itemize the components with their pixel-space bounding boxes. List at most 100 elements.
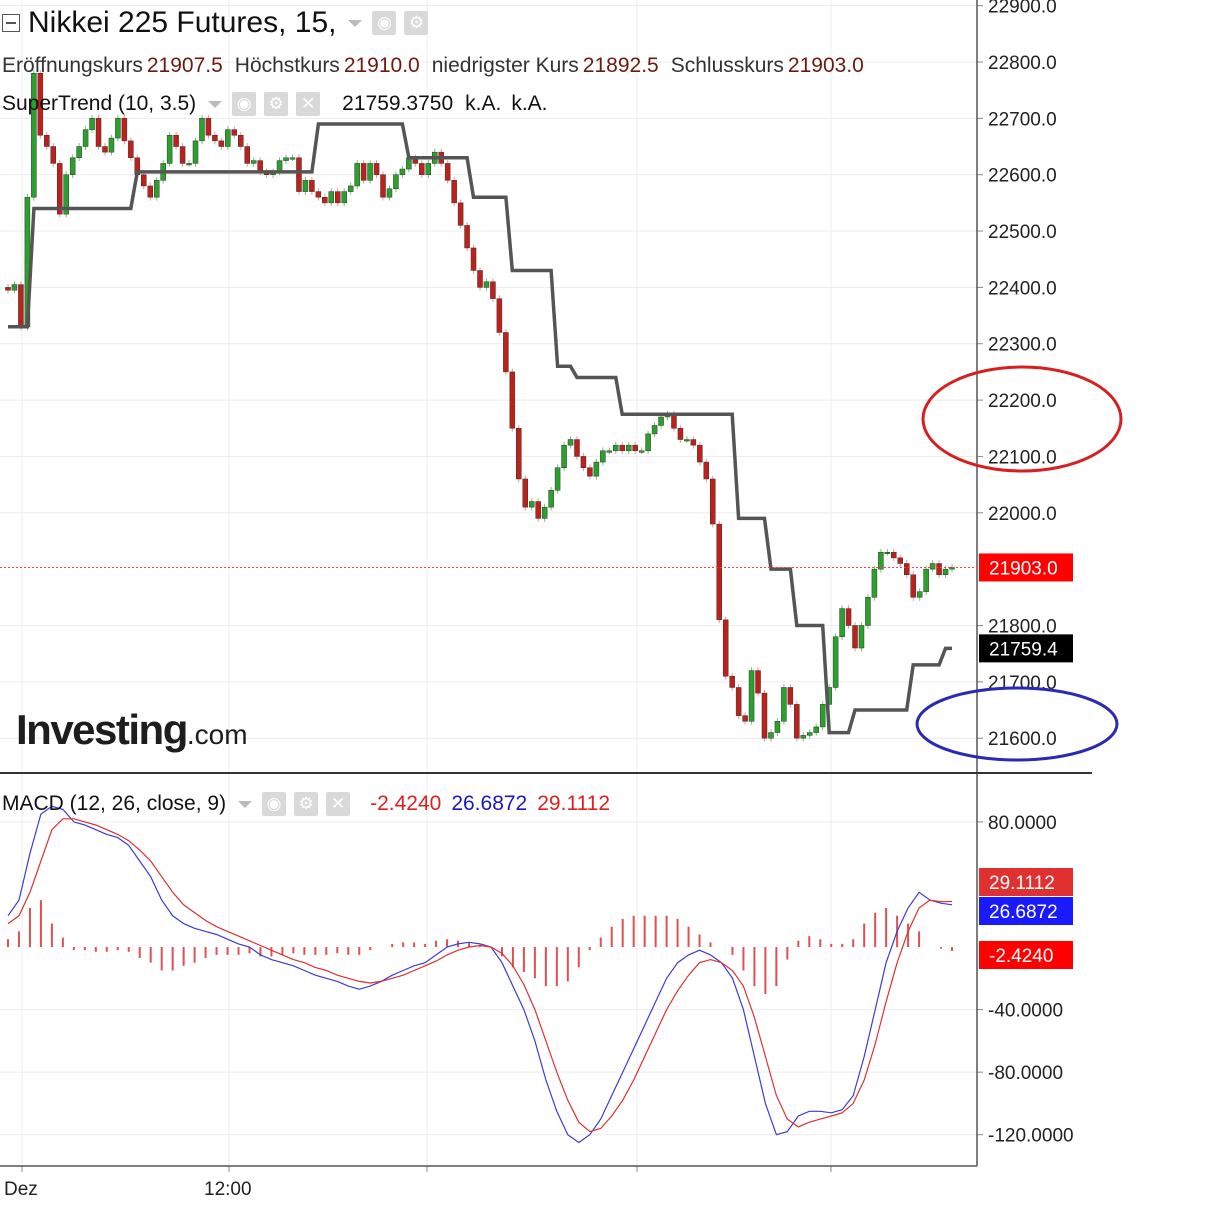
candle [63,171,69,218]
candle [509,368,516,432]
candle-body [587,467,593,477]
candle [625,441,632,455]
candle [115,114,121,142]
candle-body [451,180,457,204]
candle [807,729,813,739]
macd-tick-label: -40.0000 [988,1001,1063,1022]
candle [5,284,11,294]
macd-hist-tag [979,941,1073,969]
macd-label[interactable]: MACD (12, 26, close, 9) [2,792,227,815]
candle [393,171,399,193]
candle-body [296,157,302,192]
candle-body [225,129,231,147]
candle [871,565,878,601]
candle [735,684,742,720]
candle-body [341,191,347,204]
macd-signal-value: 29.1112 [537,792,611,815]
visibility-eye-icon[interactable]: ◉ [232,92,257,116]
candle [490,278,496,303]
candle [315,188,322,201]
candle [496,295,503,336]
candle-body [910,574,916,598]
candle [82,126,89,150]
candle [580,453,587,472]
candle-body [76,146,82,159]
dropdown-chevron-icon[interactable] [208,100,223,108]
candle-body [710,478,716,525]
macd-line-tag [979,897,1073,925]
candle-body [923,568,929,592]
candle [638,447,645,455]
dropdown-chevron-icon[interactable] [238,800,253,808]
price-tick-label: 22900.0 [988,0,1057,18]
candle-body [425,163,432,175]
candle-body [671,413,677,429]
candle-body [541,506,548,519]
collapse-icon[interactable] [2,14,20,32]
candle-body [102,146,108,153]
low-label: niedrigster Kurs [431,54,579,77]
candle [470,244,477,274]
candle-body [18,284,24,328]
candle-body [496,298,503,333]
candle [606,447,613,455]
settings-gear-icon[interactable]: ⚙ [294,792,319,816]
candle-body [593,461,600,477]
candle [813,723,819,736]
candle [289,154,296,162]
candle [37,69,44,139]
candle-body [722,619,729,677]
supertrend-label[interactable]: SuperTrend (10, 3.5) [2,92,197,115]
high-value: 21910.0 [343,54,420,77]
supertrend-tag-label: 21759.4 [989,639,1058,660]
candle-body [147,185,153,198]
candle-body [244,146,250,164]
candle-body [742,715,748,722]
open-value: 21907.5 [146,54,223,77]
candle [218,137,225,150]
candle-body [807,732,813,736]
candle [516,424,522,483]
candle-body [192,140,199,164]
close-icon[interactable]: ✕ [326,792,351,816]
price-tick-label: 22400.0 [988,278,1057,299]
candle-body [729,675,735,688]
candle [341,188,347,207]
candle-body [315,191,322,198]
candle-body [567,439,574,446]
candle-body [457,202,464,226]
candle [386,185,393,201]
candle [819,700,826,731]
candle-body [535,501,541,519]
candle [651,422,658,438]
candle-body [289,157,296,160]
macd-line [7,805,953,1144]
price-tick-label: 22500.0 [988,222,1057,243]
candle [141,171,147,190]
high-label: Höchstkurs [234,54,340,77]
candle-body [509,371,516,429]
candle-body [128,140,134,159]
candle [690,436,697,449]
settings-gear-icon[interactable]: ⚙ [404,11,429,35]
visibility-eye-icon[interactable]: ◉ [262,792,287,816]
candle [832,633,839,691]
candle-body [367,163,373,181]
candle-body [858,625,865,649]
candle [121,114,128,145]
macd-hist-tag-label: -2.4240 [989,946,1053,967]
price-tick-label: 22600.0 [988,166,1057,187]
candle [684,436,690,443]
macd-tick-label: -120.0000 [988,1126,1074,1147]
candle-body [490,281,496,299]
candle [205,114,212,139]
candle-body [677,428,684,440]
visibility-eye-icon[interactable]: ◉ [372,11,397,35]
axes: 22900.0 22800.0 22700.0 22600.0 22500.0 22400… [0,0,1092,1200]
settings-gear-icon[interactable]: ⚙ [264,92,289,116]
close-icon[interactable]: ✕ [296,92,321,116]
candle-body [916,591,923,598]
dropdown-chevron-icon[interactable] [348,19,363,27]
candle [600,447,606,466]
